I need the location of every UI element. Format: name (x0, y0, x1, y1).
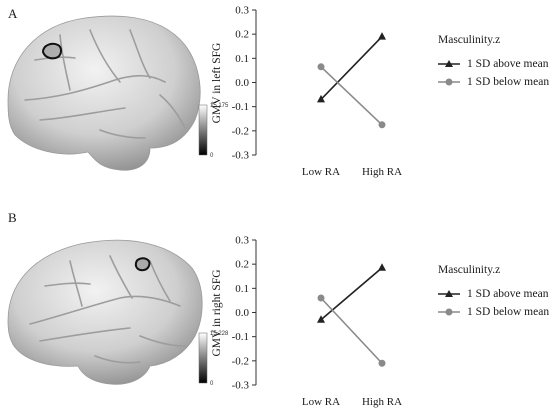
y-tick-label: -0.3 (232, 150, 250, 162)
panel-b: B 15.228 0 (0, 206, 550, 412)
brain-render-left-hemisphere: 15.175 0 (7, 15, 229, 171)
circle-marker (378, 359, 386, 367)
colorbar-max-label: 15.175 (210, 103, 229, 109)
y-tick-label: -0.1 (232, 331, 249, 343)
y-tick-label: 0.1 (235, 283, 249, 295)
series-line (320, 36, 383, 100)
x-tick-label: High RA (362, 166, 402, 178)
legend-item-below: 1 SD below mean (438, 303, 549, 321)
y-tick-label: -0.1 (232, 101, 249, 113)
panel-a: A 15.175 0 (7, 5, 549, 179)
legend-item-above: 1 SD above mean (438, 55, 549, 73)
legend-title: Masculinity.z (438, 264, 501, 276)
series-line (320, 66, 383, 126)
panel-letter: A (8, 6, 18, 21)
triangle-line-marker-icon (438, 60, 460, 67)
series-line (320, 297, 383, 364)
y-tick-label: 0.2 (235, 29, 249, 41)
triangle-line-marker-icon (438, 290, 460, 297)
triangle-marker (378, 263, 386, 271)
y-tick-label: 0.1 (235, 53, 249, 65)
circle-marker (317, 294, 325, 302)
legend-item-below: 1 SD below mean (438, 73, 549, 91)
circle-marker (378, 121, 386, 129)
triangle-marker (317, 94, 325, 103)
colorbar-min-label: 0 (210, 381, 214, 387)
colorbar: 15.228 0 (198, 331, 229, 387)
y-axis-label: GMV in right SFG (211, 269, 223, 356)
colorbar-max-label: 15.228 (210, 331, 229, 337)
panel-letter: B (8, 210, 17, 225)
y-tick-label: -0.2 (232, 125, 249, 137)
y-tick-label: 0.3 (235, 235, 249, 247)
x-tick-label: Low RA (302, 396, 340, 408)
y-tick-label: 0.3 (235, 5, 249, 17)
circle-line-marker-icon (438, 308, 460, 316)
interaction-plot-left-sfg: -0.3 -0.2 -0.1 0.0 0.1 0.2 0.3 Low RA High RA GMV… (211, 5, 402, 179)
brain-sulci (24, 29, 186, 139)
x-tick-label: Low RA (302, 166, 340, 178)
legend-label: 1 SD above mean (467, 288, 549, 300)
legend-label: 1 SD below mean (467, 76, 550, 88)
y-tick-label: -0.2 (232, 355, 249, 367)
colorbar-min-label: 0 (210, 153, 214, 159)
brain-surface (7, 15, 201, 171)
legend-label: 1 SD below mean (467, 306, 550, 318)
legend-label: 1 SD above mean (467, 58, 549, 70)
interaction-plot-right-sfg: -0.3 -0.2 -0.1 0.0 0.1 0.2 0.3 Low RA High RA GMV… (211, 235, 402, 409)
legend-title: Masculinity.z (438, 34, 501, 46)
cluster-outline (41, 42, 62, 60)
cluster-outline (134, 257, 151, 272)
y-tick-label: 0.0 (235, 307, 249, 319)
y-tick-label: 0.0 (235, 77, 249, 89)
brain-render-right-hemisphere: 15.228 0 (7, 239, 229, 387)
colorbar: 15.175 0 (198, 103, 229, 159)
circle-line-marker-icon (438, 78, 460, 86)
brain-surface (7, 239, 203, 385)
triangle-marker (317, 315, 325, 323)
series-line (320, 267, 383, 321)
y-tick-label: -0.3 (232, 380, 250, 392)
legend-item-above: 1 SD above mean (438, 285, 549, 303)
legend: Masculinity.z 1 SD above mean 1 SD below… (438, 34, 549, 91)
y-tick-label: 0.2 (235, 259, 249, 271)
triangle-marker (378, 32, 386, 40)
circle-marker (317, 63, 325, 71)
x-tick-label: High RA (362, 396, 402, 408)
y-axis-label: GMV in left SFG (211, 43, 223, 124)
brain-sulci (29, 255, 186, 364)
legend: Masculinity.z 1 SD above mean 1 SD below… (438, 264, 549, 321)
